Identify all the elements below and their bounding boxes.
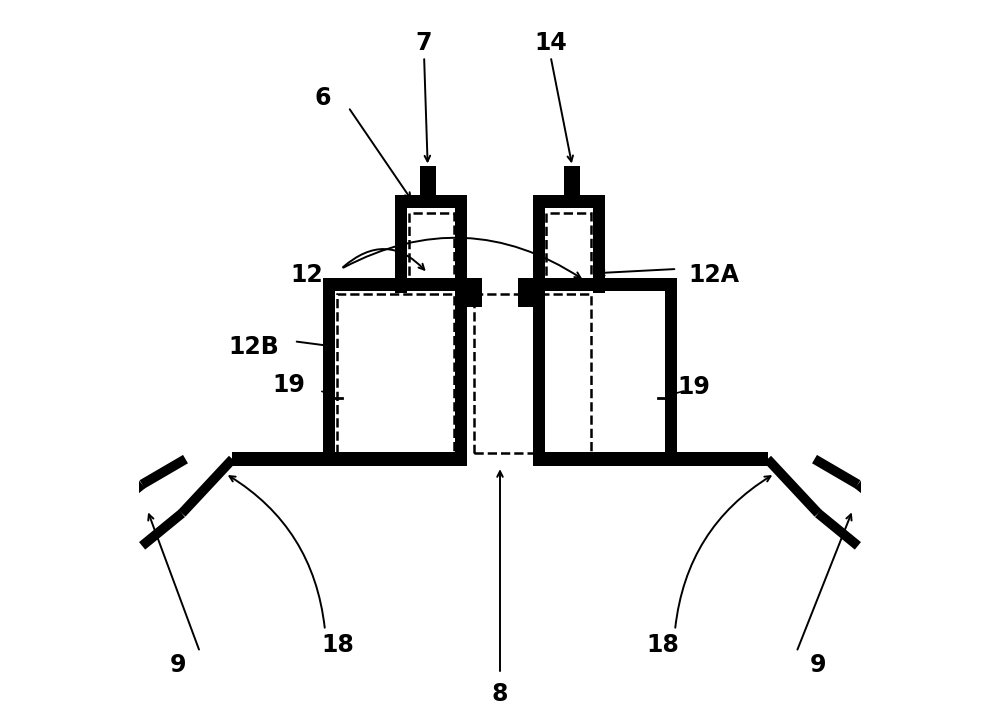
Polygon shape <box>323 278 457 291</box>
Polygon shape <box>455 278 482 307</box>
Polygon shape <box>323 452 467 466</box>
Polygon shape <box>455 208 467 293</box>
Polygon shape <box>420 166 436 195</box>
Polygon shape <box>395 195 467 208</box>
Polygon shape <box>323 278 335 466</box>
Polygon shape <box>533 208 545 293</box>
Text: 9: 9 <box>810 653 826 677</box>
Text: 12: 12 <box>290 262 323 287</box>
Text: 7: 7 <box>416 31 432 56</box>
Polygon shape <box>455 291 467 452</box>
Polygon shape <box>543 278 677 291</box>
Text: 6: 6 <box>315 85 331 110</box>
Polygon shape <box>665 278 677 466</box>
Text: 19: 19 <box>677 375 710 399</box>
Text: 8: 8 <box>492 682 508 706</box>
Polygon shape <box>533 452 677 466</box>
Polygon shape <box>564 166 580 195</box>
Polygon shape <box>533 195 605 208</box>
Text: 14: 14 <box>534 31 567 56</box>
Text: 18: 18 <box>646 633 679 657</box>
Polygon shape <box>395 208 407 293</box>
Polygon shape <box>593 208 605 293</box>
Text: 9: 9 <box>170 653 187 677</box>
Text: 18: 18 <box>321 633 354 657</box>
Polygon shape <box>232 452 467 466</box>
Polygon shape <box>533 452 768 466</box>
Text: 12B: 12B <box>229 335 279 359</box>
Text: 19: 19 <box>272 372 305 397</box>
Polygon shape <box>533 291 545 452</box>
Polygon shape <box>518 278 545 307</box>
Text: 12A: 12A <box>688 262 739 287</box>
